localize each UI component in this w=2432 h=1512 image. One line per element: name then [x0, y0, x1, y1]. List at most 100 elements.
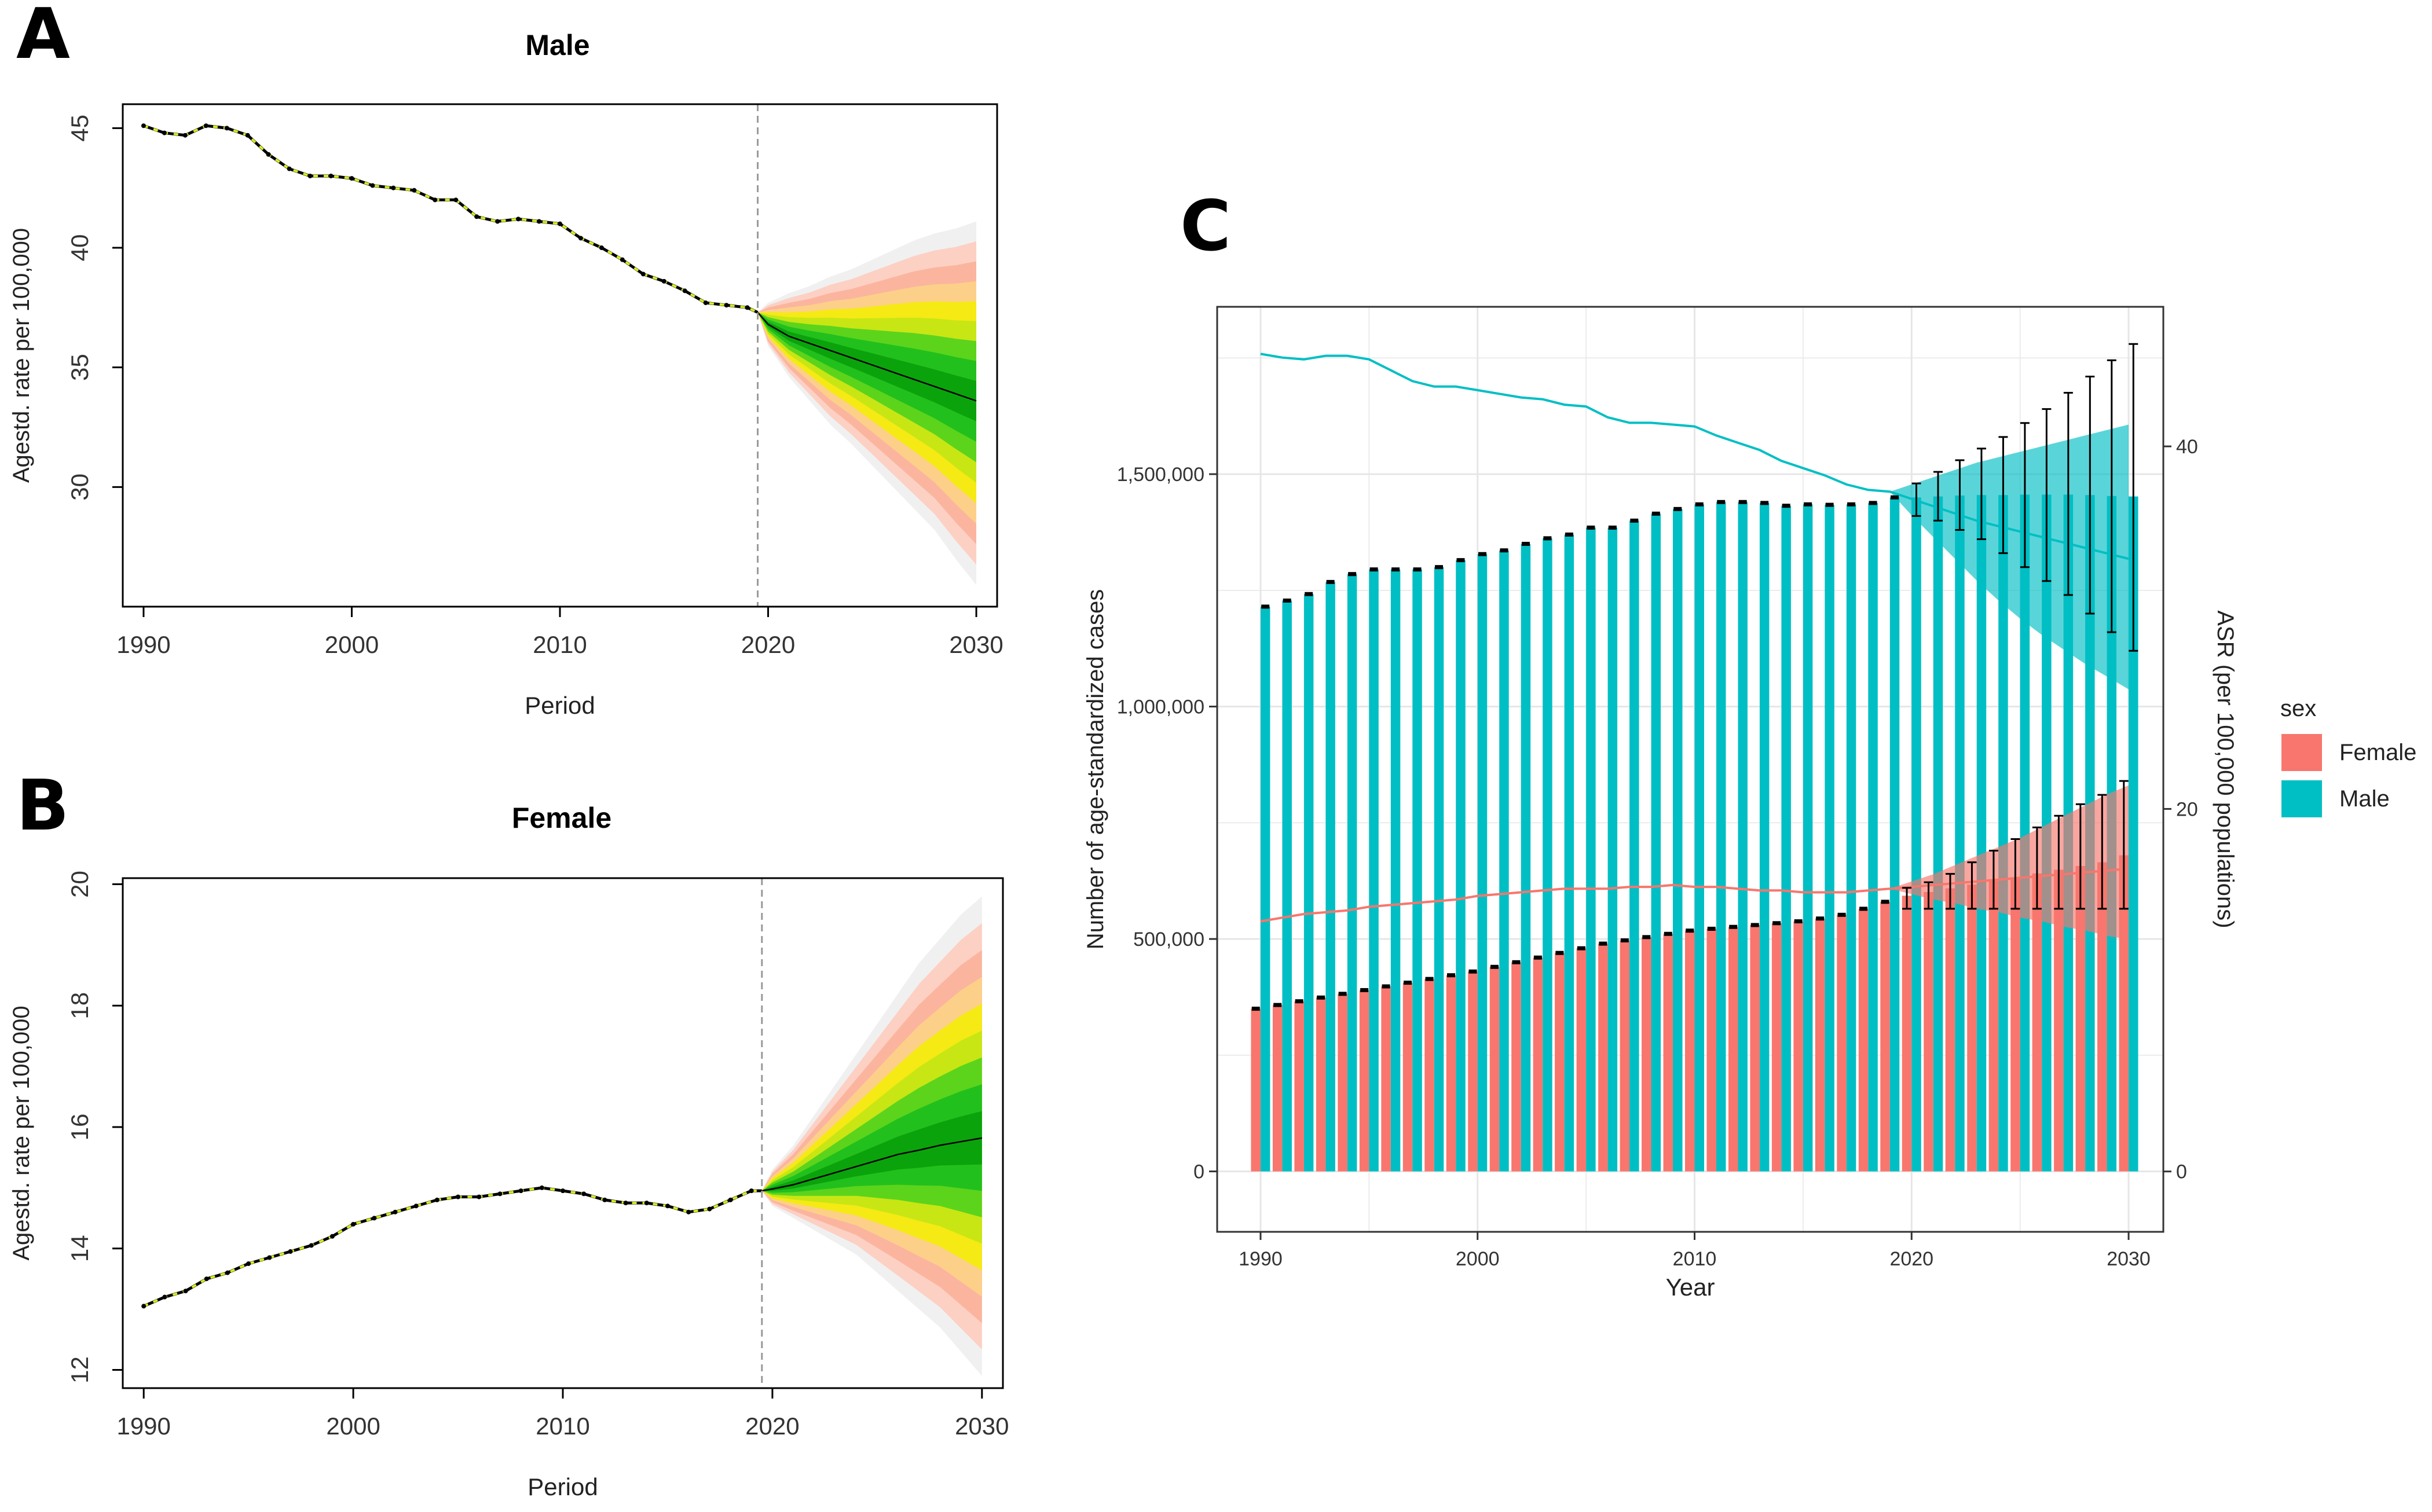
panel-c-bar-female [1402, 982, 1413, 1172]
panel-c-y-tick-label: 1,500,000 [1117, 464, 1204, 486]
panel-c-bar-male [1607, 527, 1618, 1172]
panel-c-bar-female [1837, 915, 1847, 1172]
panel-c-bar-male [1825, 505, 1834, 1172]
panel-b-title: Female [512, 802, 611, 834]
panel-c-plot: 0 500,000 1,000,000 1,500,000 0 20 40 1990 2000 2… [1083, 306, 2416, 1301]
panel-a-y-tick-label: 30 [66, 474, 93, 501]
panel-c-bar-male [1738, 502, 1748, 1172]
panel-a-observed-line [143, 124, 759, 314]
panel-c-bar-male [2129, 496, 2138, 1172]
panel-c-y-tick-label: 500,000 [1133, 929, 1204, 950]
panel-b-y-tick-label: 16 [66, 1114, 93, 1141]
panel-c-bar-male [1390, 569, 1401, 1172]
panel-b-x-tick-label: 2000 [326, 1412, 380, 1440]
panel-c-bar-female [1728, 927, 1738, 1172]
panel-b-observed-point [393, 1209, 398, 1214]
panel-c-y2-tick-label: 20 [2176, 798, 2198, 820]
panel-a-observed-point [245, 133, 250, 138]
panel-c-bar-male [1976, 495, 1987, 1172]
panel-c-asr-line-female [1260, 867, 2129, 923]
panel-c-bar-male [1347, 574, 1357, 1172]
panel-c-asr-ribbon-male [1889, 424, 2129, 689]
panel-c-bar-male [1651, 513, 1661, 1172]
panel-c-bar-male [1846, 504, 1856, 1172]
panel-c-bar-male [1456, 560, 1466, 1172]
panel-a-observed-point [433, 197, 438, 203]
panel-c-x-tick-label: 2030 [2107, 1248, 2151, 1270]
panel-a-x-tick-label: 1990 [116, 631, 170, 658]
panel-b-y-tick-label: 12 [66, 1356, 93, 1383]
panel-c-x-axis-label: Year [1666, 1274, 1715, 1301]
panel-c-asr-line-male [1260, 353, 2129, 560]
panel-c-bar-male [1694, 504, 1704, 1172]
panel-c-plot-frame [1216, 306, 2164, 1233]
panel-c-bar-male [1434, 567, 1444, 1172]
panel-c-bar-male [1933, 496, 1943, 1172]
panel-b-observed-point [434, 1197, 439, 1202]
panel-a-observed-point [349, 176, 354, 181]
panel-a-x-tick-label: 2020 [741, 631, 795, 658]
panel-c-bar-female [2054, 869, 2064, 1172]
panel-b-observed-point [329, 1234, 335, 1239]
panel-c-bar-female [1685, 930, 1695, 1172]
panel-c-bar-male [1499, 550, 1509, 1172]
panel-c-bar-female [1815, 918, 1825, 1172]
panel-c-x-tick-label: 2000 [1456, 1248, 1500, 1270]
panel-a-observed-point [474, 214, 479, 219]
panel-a-observed-point [724, 303, 729, 308]
panel-a-observed-line-dash [143, 124, 759, 314]
panel-c-y-tick-label: 0 [1193, 1161, 1204, 1183]
panel-c-bar-male [1629, 520, 1639, 1172]
panel-c-legend-label: Female [2339, 740, 2416, 765]
panel-b-observed-point [372, 1216, 377, 1221]
panel-c-bar-female [1251, 1008, 1261, 1172]
panel-a-y-axis-label: Agestd. rate per 100,000 [9, 228, 34, 483]
panel-c-bar-female [1489, 967, 1500, 1172]
panel-c-bar-female [1706, 929, 1716, 1172]
panel-a-observed-point [370, 183, 375, 188]
panel-c-y2-tick-label: 40 [2176, 436, 2198, 458]
panel-a-observed-point [599, 245, 604, 250]
panel-b-observed-point [456, 1194, 461, 1199]
panel-a-observed-point [453, 197, 459, 203]
panel-b-y-tick-label: 20 [66, 871, 93, 898]
panel-a-plot: 1990 2000 2010 2020 2030 30 35 40 45 Period Agestd… [9, 103, 1003, 719]
panel-a-observed-point [578, 236, 583, 241]
panel-a-observed-point [537, 219, 542, 224]
panel-c-bar-male [1412, 569, 1422, 1172]
panel-c-bar-female [1359, 990, 1369, 1172]
panel-c-bar-male [1260, 606, 1270, 1172]
panel-c-bar-male [1586, 527, 1596, 1172]
panel-c-bar-female [1468, 971, 1478, 1172]
panel-c-bar-male [1325, 582, 1335, 1172]
panel-c-bar-female [1555, 953, 1565, 1172]
panel-b-observed-point [246, 1261, 251, 1266]
panel-b-y-tick-label: 14 [66, 1235, 93, 1262]
panel-c-bar-female [1316, 997, 1326, 1172]
panel-a-observed-point [495, 219, 500, 224]
panel-a-observed-point [391, 185, 396, 190]
panel-c-bar-male [2020, 494, 2030, 1172]
panel-c-legend-swatch [2281, 734, 2322, 771]
panel-c-bar-female [1576, 948, 1587, 1172]
panel-b-fan-band-9 [761, 1111, 982, 1191]
panel-b-observed-point [561, 1188, 565, 1194]
panel-b-observed-point [288, 1249, 293, 1254]
panel-b-observed-point [225, 1270, 230, 1275]
panel-c-x-tick-label: 1990 [1239, 1248, 1283, 1270]
panel-b-x-tick-label: 2010 [536, 1412, 589, 1440]
panel-c-bar-female [1771, 923, 1782, 1172]
panel-c-bar-male [1564, 534, 1574, 1172]
panel-a-observed-point [516, 216, 521, 222]
panel-b-observed-point [581, 1191, 587, 1197]
panel-b-y-tick-label: 18 [66, 992, 93, 1019]
panel-a-observed-point [287, 166, 292, 171]
panel-c-bar-female [1338, 993, 1347, 1172]
panel-c-bar-male [1759, 502, 1770, 1172]
panel-b-observed-point [644, 1201, 649, 1206]
panel-c-bar-female [1945, 888, 1955, 1172]
panel-c-y-axis-label: Number of age-standardized cases [1083, 589, 1108, 950]
panel-c-y-tick-label: 1,000,000 [1117, 696, 1204, 718]
panel-c-bar-female [1511, 962, 1521, 1172]
